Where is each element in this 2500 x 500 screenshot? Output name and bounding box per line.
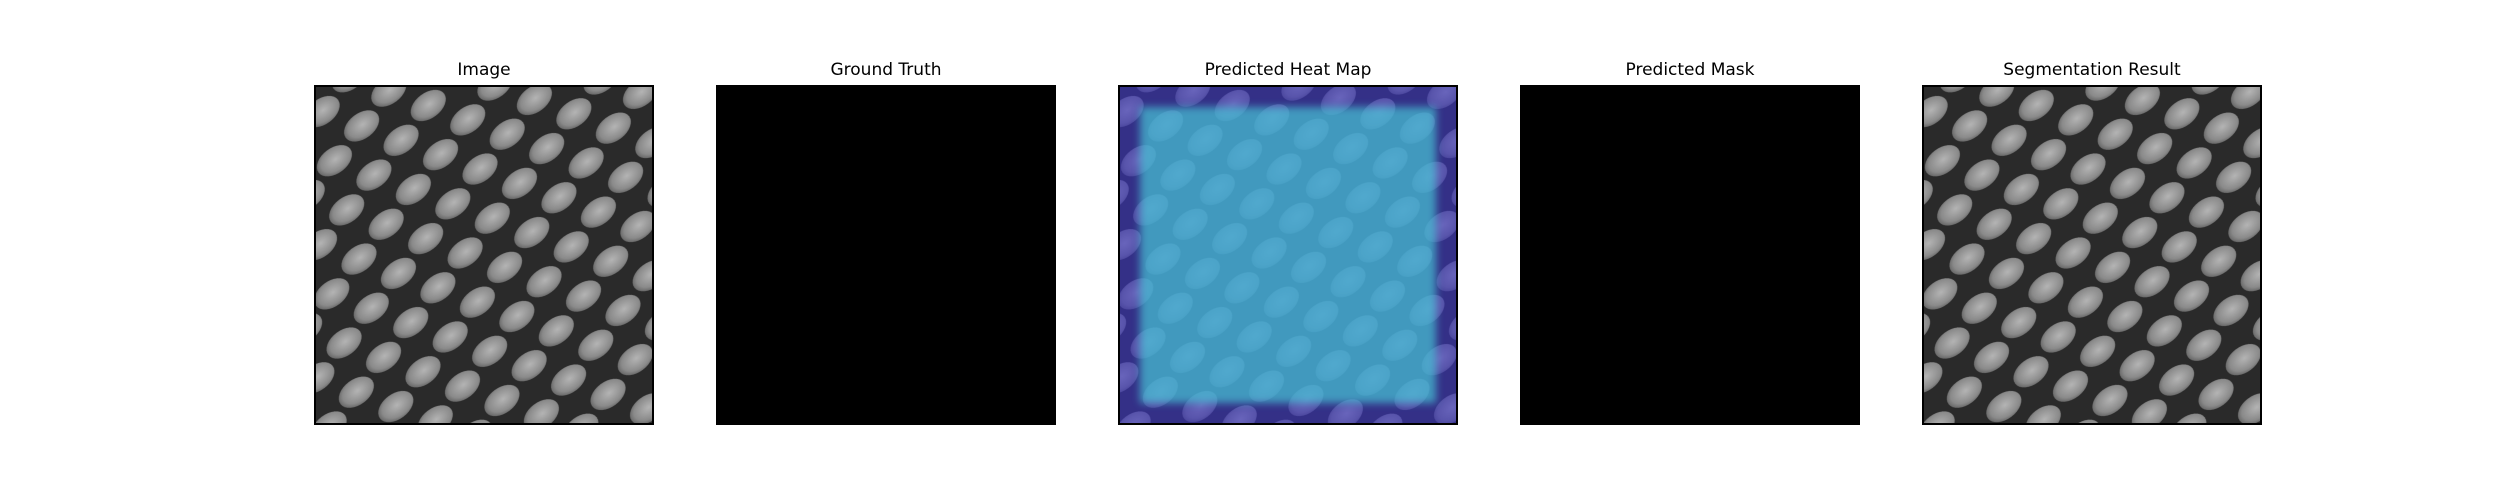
heatmap-overlay-image bbox=[1120, 87, 1456, 423]
mesh-texture-image bbox=[316, 87, 652, 423]
ground-truth-mask bbox=[718, 87, 1054, 423]
predicted-mask bbox=[1522, 87, 1858, 423]
panel-title: Segmentation Result bbox=[2003, 60, 2181, 80]
panel-ground-truth: Ground Truth bbox=[716, 0, 1056, 500]
panel-image: Image bbox=[314, 0, 654, 500]
panel-predicted-mask: Predicted Mask bbox=[1520, 0, 1860, 500]
segmentation-frame bbox=[1922, 85, 2262, 425]
panel-segmentation-result: Segmentation Result bbox=[1922, 0, 2262, 500]
panel-title: Ground Truth bbox=[830, 60, 942, 80]
heatmap-frame bbox=[1118, 85, 1458, 425]
segmentation-result-image bbox=[1924, 87, 2260, 423]
panel-heatmap: Predicted Heat Map bbox=[1118, 0, 1458, 500]
panel-title: Predicted Heat Map bbox=[1204, 60, 1372, 80]
predicted-mask-frame bbox=[1520, 85, 1860, 425]
panel-title: Predicted Mask bbox=[1625, 60, 1755, 80]
image-frame bbox=[314, 85, 654, 425]
ground-truth-frame bbox=[716, 85, 1056, 425]
panel-title: Image bbox=[457, 60, 511, 80]
